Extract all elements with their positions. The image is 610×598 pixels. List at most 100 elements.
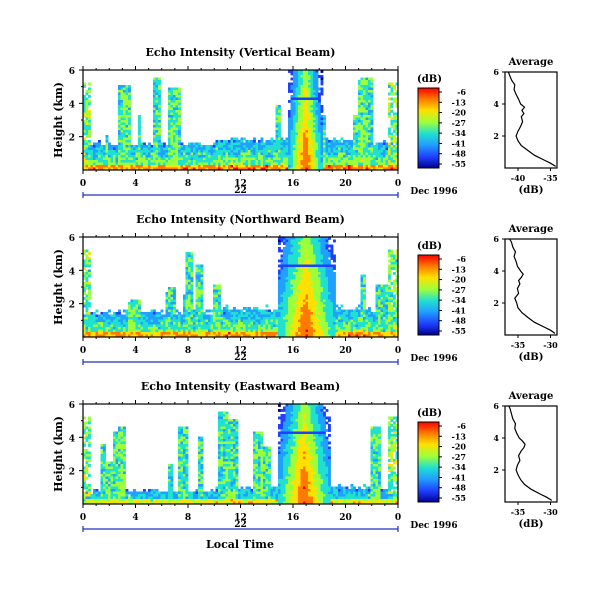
average-title: Average: [508, 391, 554, 402]
height-axis-label: Height (km): [52, 249, 65, 325]
day-label: 22: [234, 186, 247, 196]
average-frame: [504, 71, 558, 169]
colorbar-unit: (dB): [417, 408, 442, 419]
colorbar: [417, 421, 440, 503]
x-tick-label: 4: [132, 179, 138, 189]
average-title: Average: [508, 224, 554, 235]
panel-title: Echo Intensity (Northward Beam): [136, 213, 345, 226]
x-tick-label: 12: [234, 346, 247, 356]
y-tick-label: 6: [69, 67, 75, 77]
date-label: Dec 1996: [410, 354, 457, 364]
average-title: Average: [508, 57, 554, 68]
colorbar-tick-label: -20: [452, 108, 467, 118]
x-tick-label: 20: [339, 179, 352, 189]
average-x-tick-label: -30: [543, 340, 558, 350]
average-profile-panel-2: [502, 238, 558, 338]
colorbar-tick-label: -20: [452, 275, 467, 285]
colorbar-tick-label: -55: [452, 326, 466, 336]
colorbar-tick-label: -27: [452, 285, 466, 295]
y-tick-label: 6: [69, 234, 75, 244]
x-tick-label: 0: [395, 513, 401, 523]
height-axis-label: Height (km): [52, 416, 65, 492]
date-label: Dec 1996: [410, 521, 457, 531]
average-x-label: (dB): [519, 185, 544, 196]
colorbar: [417, 254, 440, 336]
colorbar-tick-label: -27: [452, 118, 466, 128]
panel-title: Echo Intensity (Vertical Beam): [145, 46, 335, 59]
panel-title: Echo Intensity (Eastward Beam): [141, 380, 340, 393]
y-tick-label: 4: [69, 267, 75, 277]
y-tick-label: 4: [69, 434, 75, 444]
average-y-tick-label: 6: [493, 401, 499, 411]
colorbar-tick-label: -34: [452, 295, 467, 305]
colorbar-tick-label: -41: [452, 138, 466, 148]
colorbar-tick-label: -20: [452, 442, 467, 452]
colorbar: [417, 87, 440, 169]
x-tick-label: 8: [185, 179, 191, 189]
heatmap-panel-2: [79, 233, 442, 365]
average-profile-line: [507, 71, 557, 167]
average-frame: [504, 238, 558, 336]
colorbar-tick-label: -55: [452, 159, 466, 169]
height-axis-label: Height (km): [52, 82, 65, 158]
average-profile-line: [508, 405, 553, 501]
x-tick-label: 0: [395, 179, 401, 189]
y-tick-label: 4: [69, 100, 75, 110]
colorbar-tick-label: -34: [452, 462, 467, 472]
colorbar-unit: (dB): [417, 74, 442, 85]
average-y-tick-label: 2: [493, 465, 499, 475]
colorbar-tick-label: -41: [452, 472, 466, 482]
local-time-label: Local Time: [206, 538, 274, 551]
x-tick-label: 4: [132, 513, 138, 523]
x-tick-label: 16: [287, 346, 300, 356]
colorbar-tick-label: -6: [457, 421, 466, 431]
x-tick-label: 0: [395, 346, 401, 356]
average-frame: [504, 405, 558, 503]
average-y-tick-label: 2: [493, 298, 499, 308]
colorbar-tick-label: -55: [452, 493, 466, 503]
x-tick-label: 20: [339, 346, 352, 356]
average-x-label: (dB): [519, 352, 544, 363]
average-y-tick-label: 6: [493, 67, 499, 77]
x-tick-label: 12: [234, 179, 247, 189]
colorbar-tick-label: -13: [452, 97, 467, 107]
average-y-tick-label: 4: [493, 266, 499, 276]
average-x-tick-label: -30: [543, 507, 558, 517]
average-x-tick-label: -40: [511, 173, 526, 183]
colorbar-unit: (dB): [417, 241, 442, 252]
colorbar-tick-label: -6: [457, 87, 466, 97]
average-profile-line: [509, 238, 556, 334]
average-y-tick-label: 2: [493, 131, 499, 141]
colorbar-tick-label: -6: [457, 254, 466, 264]
heatmap-panel-3: [79, 400, 442, 532]
colorbar-tick-label: -48: [452, 149, 467, 159]
x-tick-label: 8: [185, 513, 191, 523]
average-x-tick-label: -35: [543, 173, 557, 183]
x-tick-label: 12: [234, 513, 247, 523]
day-label: 22: [234, 520, 247, 530]
x-tick-label: 4: [132, 346, 138, 356]
colorbar-tick-label: -48: [452, 483, 467, 493]
y-tick-label: 6: [69, 401, 75, 411]
average-x-tick-label: -35: [511, 340, 525, 350]
average-x-label: (dB): [519, 519, 544, 530]
average-profile-panel-3: [502, 405, 558, 505]
average-y-tick-label: 4: [493, 433, 499, 443]
average-y-tick-label: 4: [493, 99, 499, 109]
x-tick-label: 16: [287, 179, 300, 189]
colorbar-tick-label: -27: [452, 452, 466, 462]
x-tick-label: 20: [339, 513, 352, 523]
heatmap-panel-1: [79, 66, 442, 198]
x-tick-label: 0: [80, 346, 86, 356]
average-profile-panel-1: [502, 71, 558, 171]
day-label: 22: [234, 353, 247, 363]
x-tick-label: 0: [80, 179, 86, 189]
average-x-tick-label: -35: [511, 507, 525, 517]
y-tick-label: 2: [69, 468, 75, 478]
colorbar-tick-label: -13: [452, 431, 467, 441]
average-y-tick-label: 6: [493, 234, 499, 244]
x-tick-label: 0: [80, 513, 86, 523]
colorbar-tick-label: -48: [452, 316, 467, 326]
colorbar-tick-label: -34: [452, 128, 467, 138]
